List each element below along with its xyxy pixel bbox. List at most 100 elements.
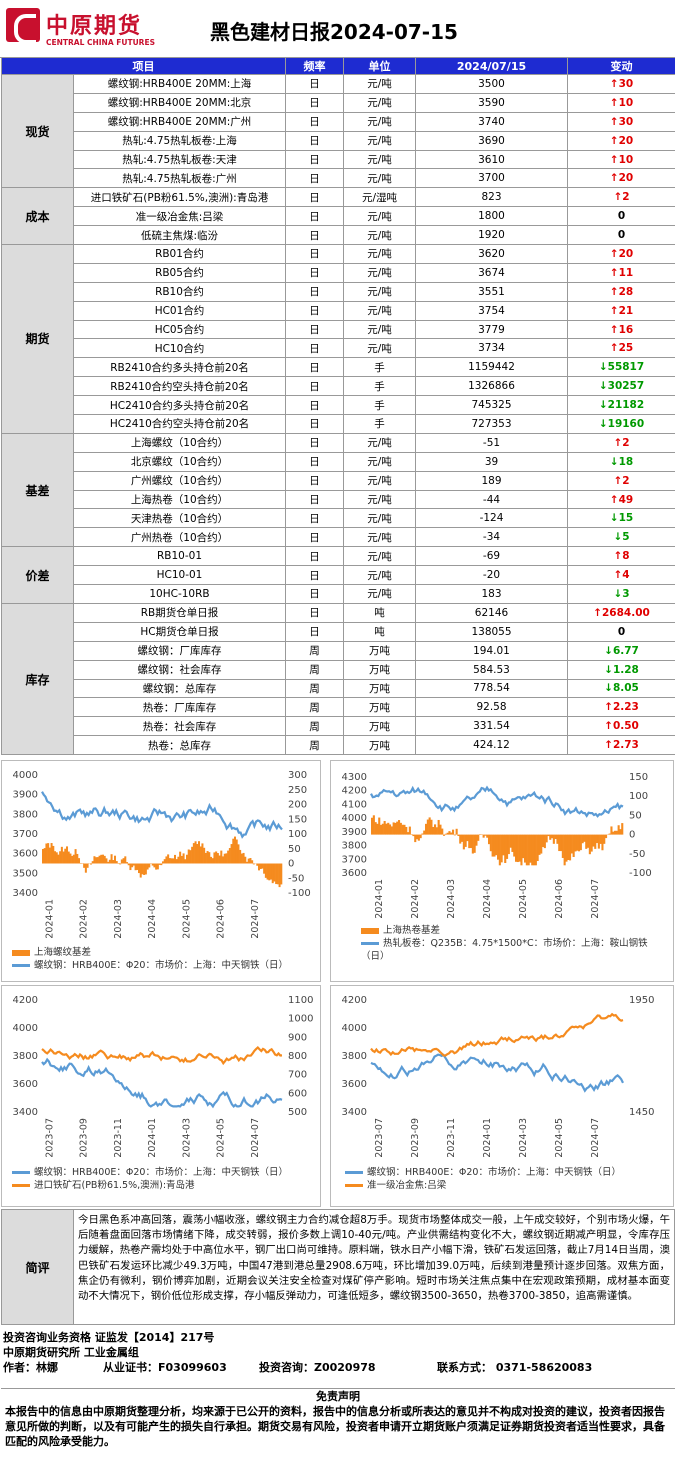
frequency-cell: 日 — [285, 508, 344, 529]
table-row: 热轧:4.75热轧板卷:广州日元/吨 3700 ↑20 — [2, 168, 675, 189]
basis-bar — [401, 824, 404, 835]
basis-bar — [473, 834, 476, 853]
value-cell: 3610 — [415, 149, 568, 170]
basis-bar — [462, 834, 465, 850]
unit-cell: 万吨 — [343, 659, 416, 680]
arrow-up-icon: ↑ — [609, 266, 619, 279]
basis-bar — [531, 834, 534, 866]
change-value: 25 — [618, 342, 634, 355]
basis-bar — [105, 858, 108, 864]
y-tick-label-left: 4100 — [342, 799, 367, 810]
y-tick-label-right: 0 — [629, 830, 635, 841]
basis-bar — [412, 834, 415, 837]
change-value: 28 — [618, 285, 634, 298]
basis-bar — [470, 834, 473, 849]
series-b-line — [41, 1045, 283, 1066]
value-cell: 3590 — [415, 92, 568, 113]
y-tick-label-right: 100 — [288, 829, 307, 840]
y-tick-label-right: -50 — [288, 873, 304, 884]
basis-bar — [435, 827, 438, 835]
basis-bar — [112, 860, 115, 864]
basis-bar — [184, 859, 187, 864]
item-name-cell: RB01合约 — [73, 244, 286, 264]
basis-bar — [486, 834, 489, 838]
basis-bar — [399, 822, 402, 835]
change-cell: ↓21182 — [567, 395, 675, 416]
frequency-cell: 日 — [285, 92, 344, 113]
change-value: 0 — [617, 625, 626, 638]
disclaimer-section: 免责声明 本报告中的信息由中原期货整理分析，均来源于已公开的资料，报告中的信息分… — [1, 1388, 675, 1458]
basis-bar — [570, 834, 573, 854]
basis-bar — [542, 834, 545, 847]
basis-bar — [450, 832, 453, 835]
unit-cell: 手 — [343, 376, 416, 397]
value-cell: 1326866 — [415, 376, 568, 397]
basis-bar — [204, 852, 207, 864]
basis-bar — [72, 854, 75, 864]
basis-bar — [608, 833, 611, 835]
x-tick-label: 2024-05 — [216, 1118, 227, 1158]
unit-cell: 元/吨 — [343, 508, 416, 529]
basis-bar — [540, 834, 543, 854]
col-header-item: 项目 — [1, 57, 286, 75]
basis-bar — [529, 834, 532, 863]
value-cell: 3500 — [415, 74, 568, 94]
data-table: 项目 频率 单位 2024/07/15 变动 现货 螺纹钢:HRB400E 20M… — [1, 57, 675, 756]
change-value: 0 — [617, 210, 626, 223]
change-cell: ↑28 — [567, 281, 675, 302]
basis-bar — [394, 822, 397, 835]
y-tick-label-left: 3800 — [13, 1051, 38, 1062]
arrow-down-icon: ↓ — [613, 531, 623, 544]
table-row: 天津热卷（10合约）日元/吨 -124 ↓15 — [2, 508, 675, 529]
change-cell: 0 — [567, 206, 675, 227]
unit-cell: 吨 — [343, 602, 416, 623]
change-cell: ↑2 — [567, 187, 675, 208]
category-cell: 价差 — [1, 546, 74, 604]
x-tick-label: 2023-07 — [44, 1118, 55, 1158]
basis-bar — [561, 834, 564, 858]
basis-bar — [513, 834, 516, 857]
basis-bar — [414, 834, 417, 843]
category-cell: 成本 — [1, 187, 74, 246]
frequency-cell: 日 — [285, 584, 344, 604]
basis-bar — [148, 863, 151, 868]
basis-bar — [66, 846, 69, 864]
x-tick-label: 2023-09 — [79, 1118, 90, 1158]
basis-bar — [594, 834, 597, 849]
unit-cell: 元/吨 — [343, 130, 416, 151]
x-tick-label: 2023-11 — [113, 1118, 124, 1158]
table-row: 低硫主焦煤:临汾日元/吨 1920 0 — [2, 225, 675, 246]
change-cell: ↑11 — [567, 262, 675, 283]
item-name-cell: 螺纹钢:HRB400E 20MM:广州 — [73, 111, 286, 132]
disclaimer-text: 本报告中的信息由中原期货整理分析，均来源于已公开的资料，报告中的信息分析或所表达… — [5, 1405, 665, 1448]
x-tick-label: 2024-06 — [554, 879, 565, 919]
frequency-cell: 日 — [285, 225, 344, 246]
basis-bar — [264, 863, 267, 878]
basis-bar — [554, 834, 557, 840]
basis-bar — [455, 828, 458, 835]
basis-bar — [199, 846, 202, 864]
frequency-cell: 日 — [285, 357, 344, 378]
change-value: 2684.00 — [601, 606, 650, 619]
basis-bar — [114, 855, 117, 864]
change-value: 8 — [622, 550, 630, 563]
basis-bar — [491, 834, 494, 857]
table-row: 螺纹钢：厂库库存周万吨 194.01 ↓6.77 — [2, 640, 675, 661]
basis-bar — [444, 833, 447, 835]
frequency-cell: 日 — [285, 262, 344, 283]
legend-label: 螺纹钢：HRB400E：Φ20：市场价：上海：中天钢铁（日） — [34, 1167, 288, 1178]
change-value: 30257 — [607, 380, 645, 393]
basis-bar — [547, 834, 550, 837]
basis-bar — [242, 852, 245, 864]
basis-bar — [498, 834, 501, 866]
basis-bar — [488, 834, 491, 845]
arrow-up-icon: ↑ — [609, 77, 619, 90]
change-value: 2 — [622, 191, 630, 204]
basis-bar — [261, 863, 264, 869]
unit-cell: 手 — [343, 414, 416, 434]
basis-bar — [201, 843, 204, 864]
value-cell: -34 — [415, 527, 568, 548]
basis-bar — [196, 843, 199, 864]
change-value: 20 — [618, 172, 634, 185]
arrow-up-icon: ↑ — [613, 474, 623, 487]
